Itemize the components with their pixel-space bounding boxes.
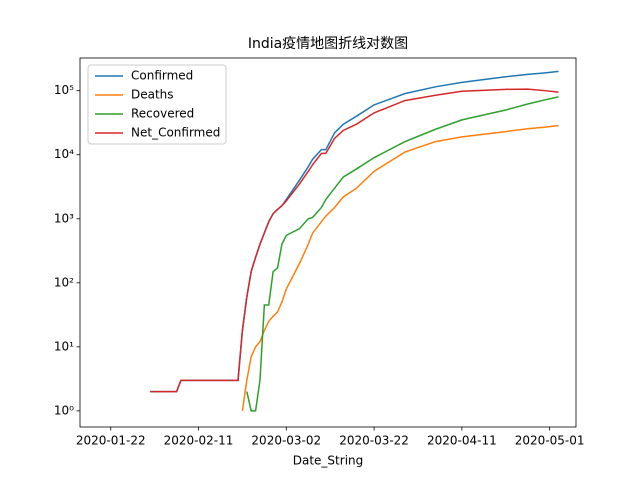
legend-label: Net_Confirmed xyxy=(131,126,220,140)
legend-box xyxy=(87,64,227,145)
series-line xyxy=(241,124,559,411)
chart-title: India疫情地图折线对数图 xyxy=(248,36,408,52)
y-tick-label: 10² xyxy=(54,275,74,289)
x-tick-label: 2020-05-01 xyxy=(515,434,585,448)
y-tick-label: 10⁰ xyxy=(54,403,74,417)
y-tick-label: 10⁴ xyxy=(54,147,74,161)
x-tick-label: 2020-02-11 xyxy=(164,434,234,448)
x-tick-label: 2020-01-22 xyxy=(76,434,146,448)
series-line xyxy=(246,96,559,412)
y-tick-label: 10³ xyxy=(54,211,74,225)
series-line xyxy=(150,88,559,393)
y-tick-label: 10⁵ xyxy=(54,83,74,97)
legend-label: Deaths xyxy=(131,88,174,102)
y-tick-label: 10¹ xyxy=(54,339,74,353)
x-tick-label: 2020-03-02 xyxy=(251,434,321,448)
x-tick-label: 2020-03-22 xyxy=(339,434,409,448)
x-axis-label: Date_String xyxy=(293,454,364,468)
x-tick-label: 2020-04-11 xyxy=(427,434,497,448)
legend-label: Confirmed xyxy=(131,69,193,83)
plot-frame xyxy=(79,57,577,428)
legend-label: Recovered xyxy=(131,107,194,121)
